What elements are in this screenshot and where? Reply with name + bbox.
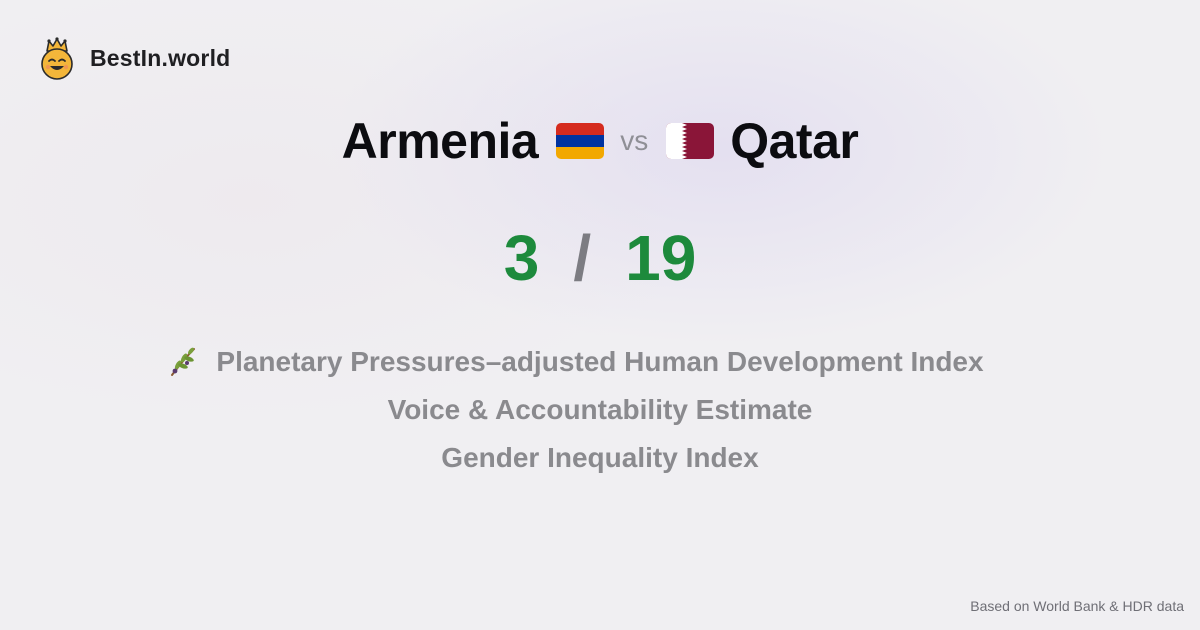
right-score: 19	[625, 222, 697, 294]
brand[interactable]: BestIn.world	[38, 36, 230, 80]
score: 3 / 19	[0, 218, 1200, 298]
crowned-smiley-icon	[41, 37, 73, 80]
brand-name: BestIn.world	[90, 44, 231, 71]
metric-item: Voice & Accountability Estimate	[388, 386, 813, 434]
metric-item: Planetary Pressures–adjusted Human Devel…	[171, 338, 984, 386]
left-score: 3	[503, 222, 540, 294]
score-separator: /	[573, 222, 592, 294]
metric-label: Planetary Pressures–adjusted Human Devel…	[216, 346, 984, 377]
armenia-flag-icon	[556, 123, 605, 159]
metric-label: Voice & Accountability Estimate	[387, 394, 813, 425]
metric-label: Gender Inequality Index	[441, 442, 759, 473]
comparison-title: Armenia vs Qatar	[0, 110, 1200, 172]
right-country-name: Qatar	[730, 113, 859, 169]
metric-item: Gender Inequality Index	[441, 434, 758, 482]
vs-label: vs	[620, 125, 649, 156]
olive-branch-icon	[171, 347, 196, 376]
qatar-flag-icon	[666, 123, 715, 159]
left-country-name: Armenia	[341, 113, 539, 169]
metrics-list: Planetary Pressures–adjusted Human Devel…	[0, 338, 1200, 482]
data-source-note: Based on World Bank & HDR data	[970, 598, 1184, 614]
